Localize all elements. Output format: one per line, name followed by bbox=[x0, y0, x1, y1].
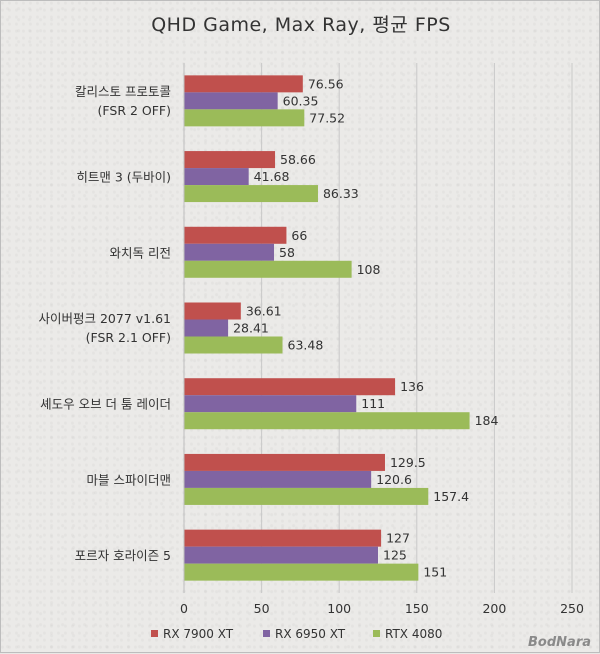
legend-label: RTX 4080 bbox=[385, 627, 442, 641]
x-tick-label: 0 bbox=[180, 601, 188, 616]
data-label: 86.33 bbox=[323, 186, 359, 201]
x-tick-label: 150 bbox=[405, 601, 429, 616]
legend-swatch bbox=[263, 630, 270, 637]
legend-swatch bbox=[151, 630, 158, 637]
data-label: 120.6 bbox=[376, 472, 412, 487]
data-label: 127 bbox=[386, 531, 410, 546]
bar-1 bbox=[184, 75, 303, 93]
data-label: 77.52 bbox=[309, 110, 345, 125]
category-label-line2: (FSR 2 OFF) bbox=[98, 103, 171, 118]
data-label: 108 bbox=[357, 262, 381, 277]
bar-2 bbox=[184, 470, 372, 488]
bar-3 bbox=[184, 412, 470, 430]
bar-1 bbox=[184, 529, 382, 547]
bar-3 bbox=[184, 336, 283, 354]
legend-swatch bbox=[373, 630, 380, 637]
data-label: 184 bbox=[475, 413, 499, 428]
bar-2 bbox=[184, 92, 278, 110]
bar-3 bbox=[184, 563, 419, 581]
data-label: 111 bbox=[361, 396, 385, 411]
data-label: 41.68 bbox=[254, 169, 290, 184]
bar-3 bbox=[184, 260, 352, 278]
bar-1 bbox=[184, 453, 385, 471]
bar-2 bbox=[184, 243, 275, 261]
bar-1 bbox=[184, 151, 276, 169]
data-label: 125 bbox=[383, 548, 407, 563]
category-label: 마블 스파이더맨 bbox=[87, 472, 171, 487]
bar-2 bbox=[184, 168, 249, 186]
data-label: 66 bbox=[291, 228, 307, 243]
category-label: 포르자 호라이즌 5 bbox=[75, 548, 171, 563]
category-label-line2: (FSR 2.1 OFF) bbox=[86, 330, 171, 345]
legend-label: RX 7900 XT bbox=[163, 627, 234, 641]
legend-label: RX 6950 XT bbox=[275, 627, 346, 641]
bar-2 bbox=[184, 319, 229, 337]
bar-1 bbox=[184, 302, 241, 320]
bar-3 bbox=[184, 185, 318, 203]
x-tick-label: 200 bbox=[482, 601, 506, 616]
chart-title: QHD Game, Max Ray, 평균 FPS bbox=[151, 14, 451, 36]
category-label: 와치독 리전 bbox=[110, 245, 171, 260]
bar-3 bbox=[184, 109, 305, 127]
data-label: 60.35 bbox=[283, 93, 319, 108]
watermark-logo: BodNara bbox=[528, 635, 591, 650]
data-label: 28.41 bbox=[233, 321, 269, 336]
x-tick-label: 100 bbox=[327, 601, 351, 616]
data-label: 58 bbox=[279, 245, 295, 260]
bar-1 bbox=[184, 378, 396, 396]
x-tick-label: 250 bbox=[560, 601, 584, 616]
data-label: 63.48 bbox=[288, 338, 324, 353]
data-label: 76.56 bbox=[308, 76, 344, 91]
data-label: 151 bbox=[423, 565, 447, 580]
data-label: 129.5 bbox=[390, 455, 426, 470]
bar-1 bbox=[184, 226, 287, 244]
data-label: 58.66 bbox=[280, 152, 316, 167]
category-label: 칼리스토 프로토콜 bbox=[75, 84, 171, 99]
category-label: 사이버펑크 2077 v1.61 bbox=[39, 311, 172, 326]
data-label: 136 bbox=[400, 379, 424, 394]
bar-2 bbox=[184, 546, 378, 564]
category-label: 셰도우 오브 더 툼 레이더 bbox=[40, 397, 171, 412]
data-label: 36.61 bbox=[246, 304, 282, 319]
bar-3 bbox=[184, 487, 429, 505]
x-tick-label: 50 bbox=[254, 601, 270, 616]
category-label: 히트맨 3 (두바이) bbox=[76, 170, 171, 185]
data-label: 157.4 bbox=[433, 489, 469, 504]
bar-2 bbox=[184, 395, 357, 413]
